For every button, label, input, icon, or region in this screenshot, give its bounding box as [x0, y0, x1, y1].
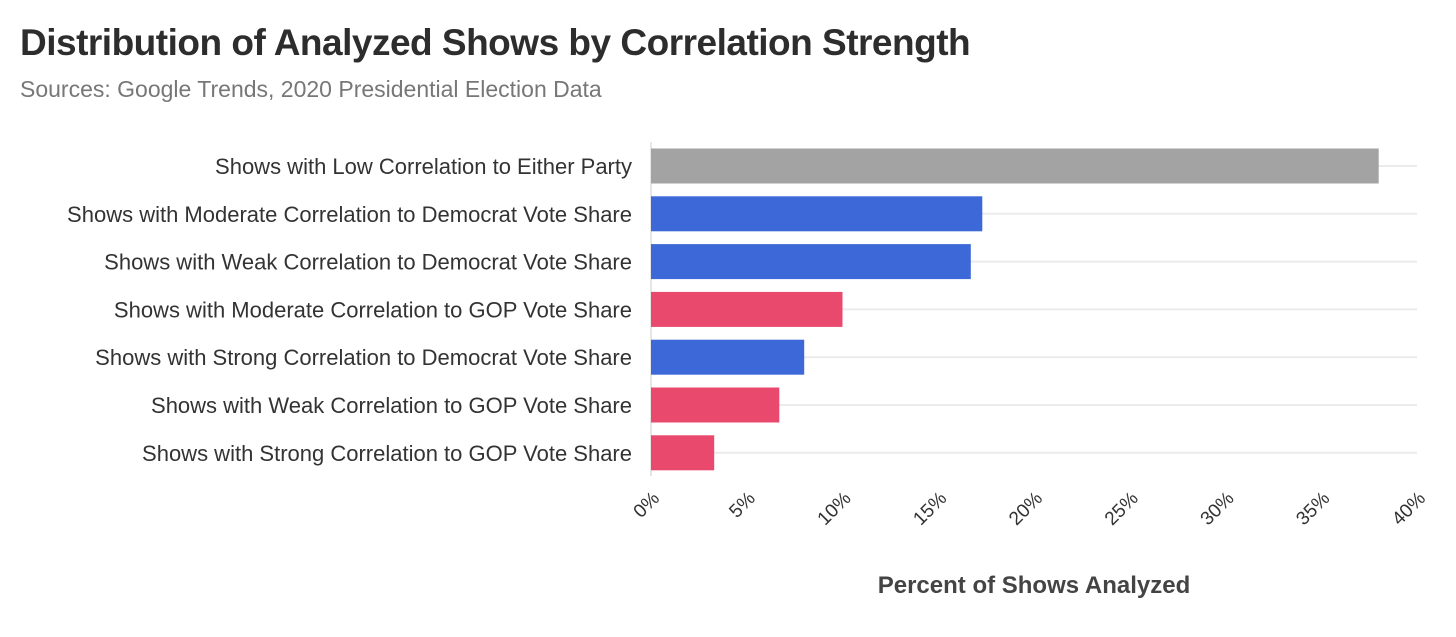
x-axis-title: Percent of Shows Analyzed — [878, 572, 1191, 599]
bar — [651, 387, 780, 423]
category-label: Shows with Moderate Correlation to GOP V… — [114, 297, 632, 322]
x-tick-label: 20% — [1005, 488, 1047, 530]
category-label: Shows with Weak Correlation to GOP Vote … — [151, 393, 632, 418]
bar — [651, 196, 983, 232]
category-label: Shows with Strong Correlation to Democra… — [95, 345, 632, 370]
bar — [651, 148, 1379, 184]
x-axis-ticks: 0% 5% 10% 15% 20% 25% 30% 35% 40% — [630, 488, 1430, 530]
x-tick-label: 35% — [1292, 488, 1334, 530]
category-labels: Shows with Low Correlation to Either Par… — [67, 154, 632, 466]
bar — [651, 339, 805, 375]
x-tick-label: 30% — [1197, 488, 1239, 530]
x-tick-label: 10% — [814, 488, 856, 530]
x-tick-label: 5% — [725, 488, 759, 522]
category-label: Shows with Moderate Correlation to Democ… — [67, 202, 632, 227]
x-tick-label: 40% — [1388, 488, 1430, 530]
x-tick-label: 0% — [630, 488, 664, 522]
chart-title: Distribution of Analyzed Shows by Correl… — [20, 22, 971, 63]
bar — [651, 244, 971, 280]
chart-subtitle: Sources: Google Trends, 2020 Presidentia… — [20, 76, 602, 102]
bar — [651, 291, 843, 327]
x-tick-label: 15% — [909, 488, 951, 530]
category-label: Shows with Weak Correlation to Democrat … — [104, 250, 632, 275]
category-label: Shows with Strong Correlation to GOP Vot… — [142, 441, 632, 466]
bar — [651, 435, 715, 471]
x-tick-label: 25% — [1101, 488, 1143, 530]
category-label: Shows with Low Correlation to Either Par… — [215, 154, 632, 179]
bars — [651, 148, 1379, 471]
